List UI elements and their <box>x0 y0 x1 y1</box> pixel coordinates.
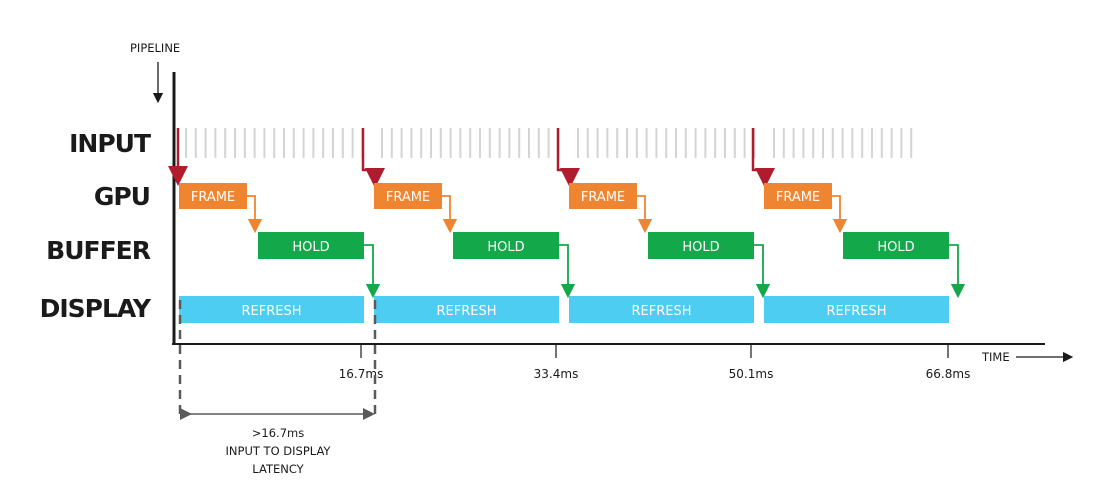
buffer-hold-label: HOLD <box>292 240 329 255</box>
time-axis-label: TIME <box>981 350 1010 364</box>
gpu-frame-label: FRAME <box>776 190 820 205</box>
gpu-frame-bar <box>374 183 442 209</box>
frame-cycle-3: FRAME HOLD REFRESH <box>556 128 771 323</box>
display-refresh-label: REFRESH <box>242 304 302 319</box>
input-sample-arrow <box>556 128 580 188</box>
time-tick-label: 16.7ms <box>339 367 384 381</box>
buffer-hold-bar <box>453 232 559 259</box>
gpu-frame-bar <box>569 183 637 209</box>
buffer-hold-bar <box>648 232 754 259</box>
display-refresh-bar <box>764 296 949 323</box>
latency-label-line2: LATENCY <box>252 462 304 476</box>
buffer-hold-label: HOLD <box>487 240 524 255</box>
gpu-to-buffer-arrow <box>832 195 848 234</box>
time-tick-label: 33.4ms <box>534 367 579 381</box>
buffer-to-display-arrow <box>754 244 771 299</box>
display-refresh-label: REFRESH <box>437 304 497 319</box>
buffer-hold-bar <box>258 232 364 259</box>
gpu-frame-bar <box>764 183 832 209</box>
input-sample-arrow <box>751 128 775 188</box>
gpu-frame-label: FRAME <box>581 190 625 205</box>
display-refresh-label: REFRESH <box>632 304 692 319</box>
frame-cycles: FRAME HOLD REFRESH FRAME HOLD REFRESH FRAME HOL… <box>168 128 966 323</box>
row-label-input: INPUT <box>69 129 151 158</box>
buffer-to-display-arrow <box>949 244 966 299</box>
buffer-hold-label: HOLD <box>877 240 914 255</box>
input-ticks <box>185 128 913 158</box>
latency-label-line1: INPUT TO DISPLAY <box>226 444 332 458</box>
time-tick-label: 66.8ms <box>926 367 971 381</box>
frame-cycle-2: FRAME HOLD REFRESH <box>361 128 576 323</box>
gpu-to-buffer-arrow <box>247 195 263 234</box>
gpu-to-buffer-arrow <box>637 195 653 234</box>
display-refresh-label: REFRESH <box>827 304 887 319</box>
row-label-buffer: BUFFER <box>46 236 151 265</box>
display-refresh-bar <box>374 296 559 323</box>
latency-value: >16.7ms <box>252 426 304 440</box>
buffer-to-display-arrow <box>364 244 381 299</box>
buffer-to-display-arrow <box>559 244 576 299</box>
gpu-frame-label: FRAME <box>386 190 430 205</box>
gpu-frame-bar <box>179 183 247 209</box>
buffer-hold-bar <box>843 232 949 259</box>
display-refresh-bar <box>569 296 754 323</box>
frame-cycle-4: FRAME HOLD REFRESH <box>751 128 966 323</box>
row-label-gpu: GPU <box>94 182 150 211</box>
pipeline-axis-label: PIPELINE <box>130 41 180 55</box>
gpu-frame-label: FRAME <box>191 190 235 205</box>
gpu-to-buffer-arrow <box>442 195 458 234</box>
input-sample-arrow <box>361 128 385 188</box>
time-ticks: 16.7ms 33.4ms 50.1ms 66.8ms <box>339 344 971 381</box>
row-label-display: DISPLAY <box>40 294 152 323</box>
frame-cycle-1: FRAME HOLD REFRESH <box>168 128 381 323</box>
time-tick-label: 50.1ms <box>729 367 774 381</box>
buffer-hold-label: HOLD <box>682 240 719 255</box>
display-refresh-bar <box>179 296 364 323</box>
